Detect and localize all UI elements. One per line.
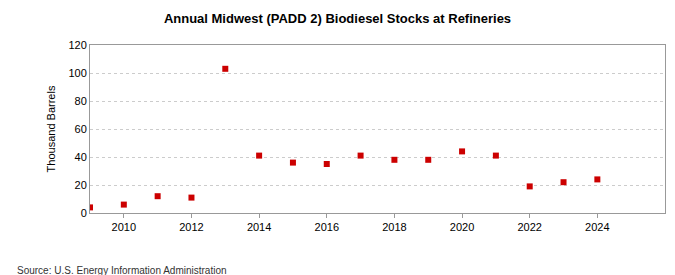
svg-text:80: 80	[75, 95, 87, 107]
svg-text:20: 20	[75, 179, 87, 191]
svg-text:2022: 2022	[517, 221, 541, 233]
svg-text:40: 40	[75, 151, 87, 163]
svg-text:Thousand Barrels: Thousand Barrels	[45, 85, 57, 172]
svg-text:2016: 2016	[315, 221, 339, 233]
svg-text:100: 100	[68, 67, 86, 79]
svg-text:2010: 2010	[112, 221, 136, 233]
svg-text:2014: 2014	[247, 221, 271, 233]
svg-text:2018: 2018	[382, 221, 406, 233]
svg-text:2024: 2024	[585, 221, 609, 233]
svg-text:Source: U.S. Energy Informatio: Source: U.S. Energy Information Administ…	[17, 265, 227, 275]
svg-text:2012: 2012	[179, 221, 203, 233]
svg-text:2020: 2020	[450, 221, 474, 233]
svg-text:60: 60	[75, 123, 87, 135]
svg-text:Annual Midwest (PADD 2) Biodie: Annual Midwest (PADD 2) Biodiesel Stocks…	[164, 11, 511, 26]
svg-text:0: 0	[81, 207, 87, 219]
svg-text:120: 120	[68, 39, 86, 51]
